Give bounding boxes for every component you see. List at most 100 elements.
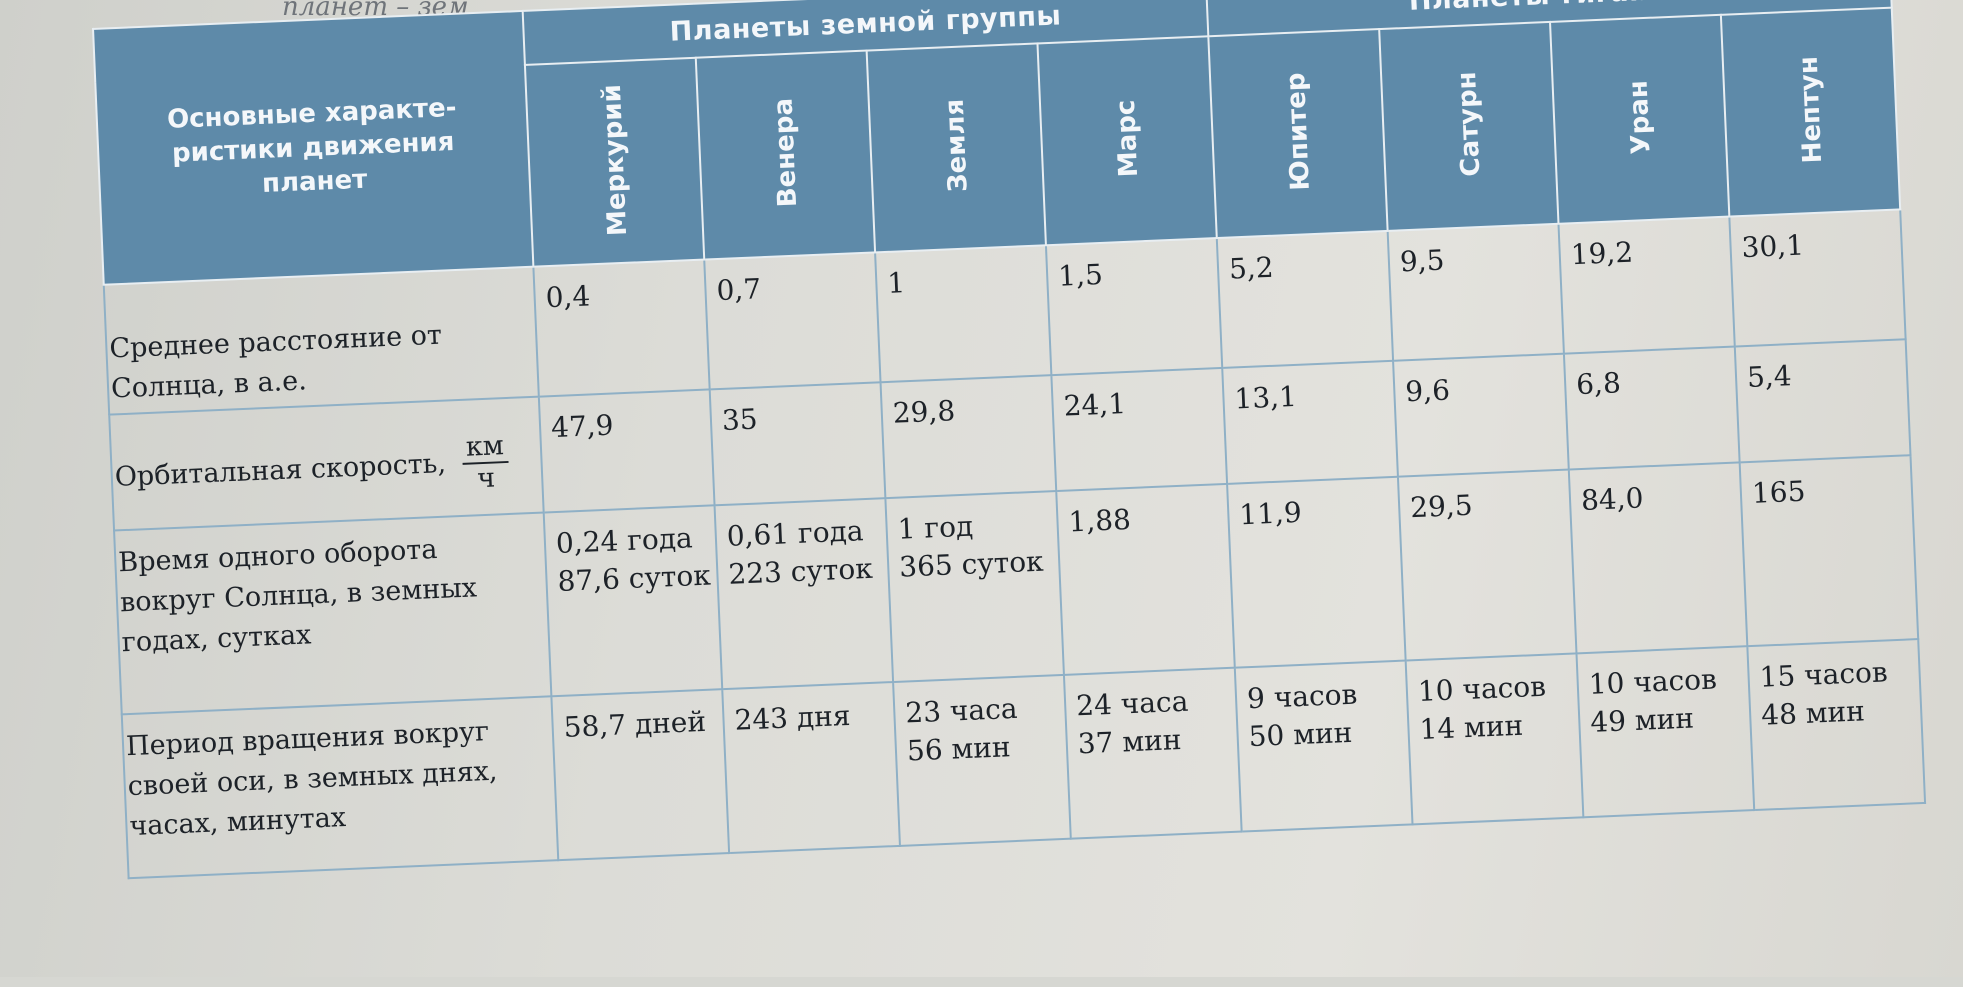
table-cell: 24 часа 37 мин <box>1063 667 1242 839</box>
planet-header-uranus: Уран <box>1550 14 1730 224</box>
cell-value: 29,5 <box>1409 488 1474 525</box>
unit-numerator: км <box>461 430 509 465</box>
cell-value: 23 часа <box>904 691 1019 730</box>
cell-value: 0,24 года <box>555 521 694 561</box>
table-cell: 58,7 дней <box>551 689 730 861</box>
row-label-distance: Среднее расстояние от Солнца, в а.е. <box>103 266 539 415</box>
table-cell: 10 часов 14 мин <box>1405 653 1584 825</box>
table-cell: 84,0 <box>1568 462 1748 654</box>
row-label-orbital-speed: Орбитальная скорость, км ч <box>109 396 544 531</box>
cell-value: 0,4 <box>545 279 591 315</box>
table-cell: 13,1 <box>1222 360 1398 484</box>
row-label-text: Орбитальная скорость, <box>114 448 447 493</box>
table-cell: 0,24 года 87,6 суток <box>543 505 723 697</box>
table-cell: 9,5 <box>1387 223 1564 361</box>
table-cell: 243 дня <box>722 682 900 854</box>
cell-value: 365 суток <box>898 544 1045 584</box>
table-cell: 0,4 <box>533 259 710 397</box>
cell-value: 10 часов <box>1417 669 1547 709</box>
table-cell: 30,1 <box>1729 209 1906 347</box>
unit-denominator: ч <box>476 462 496 495</box>
cell-value: 84,0 <box>1580 481 1645 518</box>
cell-value: 35 <box>721 402 759 437</box>
cell-value: 87,6 суток <box>556 558 712 598</box>
cell-value: 15 часов <box>1758 655 1889 694</box>
table-cell: 15 часов 48 мин <box>1747 639 1926 811</box>
table-cell: 35 <box>709 382 886 506</box>
planets-motion-table: Основные характе-ристики движения планет… <box>92 0 1926 879</box>
cell-value: 9,5 <box>1399 243 1446 279</box>
cell-value: 30,1 <box>1740 228 1805 265</box>
planet-header-earth: Земля <box>866 43 1046 253</box>
table-cell: 1 год 365 суток <box>885 491 1064 683</box>
table-cell: 6,8 <box>1563 346 1740 470</box>
planet-name: Меркурий <box>596 83 633 237</box>
cell-value: 48 мин <box>1760 694 1866 732</box>
planet-name: Земля <box>939 98 974 194</box>
cell-value: 50 мин <box>1248 715 1353 754</box>
planet-header-jupiter: Юпитер <box>1208 29 1388 239</box>
unit-fraction: км ч <box>461 430 509 495</box>
planet-name: Нептун <box>1793 55 1828 165</box>
cell-value: 223 суток <box>727 551 874 591</box>
cell-value: 58,7 дней <box>563 704 707 744</box>
table-cell: 47,9 <box>538 389 715 513</box>
cell-value: 165 <box>1751 474 1807 510</box>
cell-value: 243 дня <box>733 698 852 737</box>
cell-value: 56 мин <box>906 730 1012 768</box>
cell-value: 1,88 <box>1067 502 1132 539</box>
cell-value: 9 часов <box>1246 677 1358 716</box>
cell-value: 6,8 <box>1575 366 1622 402</box>
cell-value: 10 часов <box>1588 662 1718 701</box>
table-cell: 29,8 <box>880 375 1057 499</box>
cell-value: 24,1 <box>1062 387 1127 423</box>
planet-header-saturn: Сатурн <box>1379 21 1559 231</box>
cell-value: 1 <box>886 266 906 300</box>
table-cell: 165 <box>1739 455 1919 647</box>
table-cell: 24,1 <box>1051 367 1228 492</box>
table-cell: 29,5 <box>1397 469 1577 661</box>
table-cell: 5,4 <box>1734 339 1911 463</box>
cell-value: 1,5 <box>1057 257 1104 293</box>
cell-value: 14 мин <box>1418 708 1524 747</box>
table-cell: 1 <box>875 245 1052 383</box>
planet-name: Сатурн <box>1451 71 1486 178</box>
table-cell: 9,6 <box>1393 353 1569 477</box>
cell-value: 13,1 <box>1233 379 1298 416</box>
planet-name: Юпитер <box>1280 72 1316 192</box>
cell-value: 37 мин <box>1077 723 1183 761</box>
planet-header-neptune: Нептун <box>1720 7 1901 217</box>
table-cell: 10 часов 49 мин <box>1576 646 1755 818</box>
characteristics-header: Основные характе-ристики движения планет <box>93 10 534 285</box>
table-cell: 23 часа 56 мин <box>893 674 1071 846</box>
cell-value: 1 год <box>897 509 974 546</box>
planet-name: Уран <box>1623 79 1657 155</box>
row-label-orbital-period: Время одного оборота вокруг Солнца, в зе… <box>114 512 552 715</box>
cell-value: 11,9 <box>1238 495 1303 532</box>
planet-header-mercury: Меркурий <box>524 57 705 267</box>
cell-value: 49 мин <box>1589 701 1695 739</box>
cell-value: 24 часа <box>1075 684 1189 723</box>
cell-value: 5,4 <box>1746 359 1793 394</box>
table-cell: 19,2 <box>1558 216 1735 354</box>
cell-value: 9,6 <box>1404 373 1451 409</box>
cell-value: 29,8 <box>892 394 956 430</box>
cell-value: 5,2 <box>1228 250 1275 286</box>
table-cell: 9 часов 50 мин <box>1234 660 1413 832</box>
cell-value: 47,9 <box>550 408 615 445</box>
table-cell: 1,88 <box>1056 483 1235 675</box>
cell-value: 0,7 <box>715 272 762 308</box>
table-cell: 0,7 <box>704 252 881 390</box>
table-cell: 11,9 <box>1227 476 1406 668</box>
row-label-rotation-period: Период вращения вокруг своей оси, в земн… <box>121 696 559 879</box>
planet-header-venus: Венера <box>695 50 876 260</box>
planet-name: Марс <box>1110 99 1144 179</box>
cell-value: 0,61 года <box>726 514 865 553</box>
table-sheet: Основные характе-ристики движения планет… <box>92 0 1931 987</box>
planet-header-mars: Марс <box>1037 36 1217 246</box>
table-cell: 5,2 <box>1216 230 1394 368</box>
cell-value: 19,2 <box>1570 235 1634 272</box>
planet-name: Венера <box>768 97 803 209</box>
table-cell: 0,61 года 223 суток <box>714 498 894 690</box>
